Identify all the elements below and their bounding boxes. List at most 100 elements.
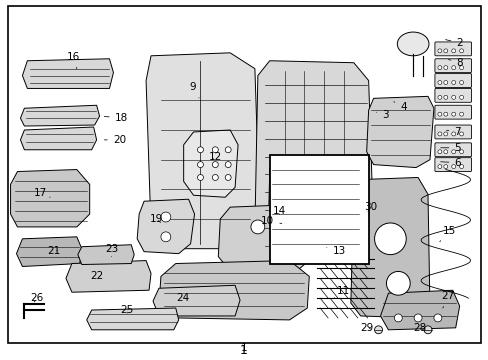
Text: 27: 27 <box>440 291 453 308</box>
Circle shape <box>433 314 441 322</box>
PathPatch shape <box>66 261 151 292</box>
Text: 16: 16 <box>67 52 81 69</box>
FancyBboxPatch shape <box>434 143 470 157</box>
Circle shape <box>161 212 170 222</box>
Text: 14: 14 <box>272 206 285 216</box>
PathPatch shape <box>11 170 89 227</box>
Circle shape <box>459 112 463 116</box>
Circle shape <box>451 81 455 85</box>
Text: 28: 28 <box>413 323 426 333</box>
Circle shape <box>212 162 218 167</box>
Text: 7: 7 <box>446 127 460 137</box>
Circle shape <box>413 314 421 322</box>
PathPatch shape <box>267 162 362 257</box>
Text: 15: 15 <box>439 226 455 242</box>
FancyBboxPatch shape <box>434 73 470 87</box>
PathPatch shape <box>380 290 459 330</box>
Circle shape <box>451 95 455 99</box>
Text: 2: 2 <box>445 38 462 48</box>
Circle shape <box>451 112 455 116</box>
Circle shape <box>443 49 447 53</box>
PathPatch shape <box>254 61 373 254</box>
Circle shape <box>225 162 231 167</box>
Text: 30: 30 <box>364 202 376 212</box>
Circle shape <box>225 147 231 153</box>
Circle shape <box>451 165 455 168</box>
Circle shape <box>161 232 170 242</box>
Text: 12: 12 <box>208 152 222 162</box>
Circle shape <box>459 49 463 53</box>
Text: 4: 4 <box>393 102 406 112</box>
Circle shape <box>443 150 447 154</box>
Circle shape <box>225 175 231 180</box>
Circle shape <box>459 81 463 85</box>
PathPatch shape <box>22 59 113 89</box>
Circle shape <box>437 165 441 168</box>
Circle shape <box>437 81 441 85</box>
Circle shape <box>451 132 455 136</box>
PathPatch shape <box>366 96 433 167</box>
Text: 8: 8 <box>447 58 462 68</box>
Circle shape <box>437 132 441 136</box>
Circle shape <box>212 175 218 180</box>
Text: 17: 17 <box>34 188 50 198</box>
Circle shape <box>250 220 264 234</box>
Text: 3: 3 <box>376 110 388 120</box>
PathPatch shape <box>218 204 314 270</box>
Text: 13: 13 <box>326 246 345 256</box>
Circle shape <box>459 165 463 168</box>
Circle shape <box>443 112 447 116</box>
Text: 10: 10 <box>261 216 281 226</box>
PathPatch shape <box>137 199 194 254</box>
FancyBboxPatch shape <box>434 89 470 102</box>
Circle shape <box>212 147 218 153</box>
Circle shape <box>443 66 447 69</box>
Text: 6: 6 <box>440 158 460 168</box>
Circle shape <box>197 147 203 153</box>
Text: 19: 19 <box>149 214 162 224</box>
Text: 1: 1 <box>240 343 247 352</box>
Circle shape <box>443 165 447 168</box>
Circle shape <box>459 95 463 99</box>
Circle shape <box>437 95 441 99</box>
Circle shape <box>437 112 441 116</box>
Circle shape <box>273 238 285 250</box>
Text: 9: 9 <box>189 82 199 98</box>
PathPatch shape <box>350 177 429 318</box>
FancyBboxPatch shape <box>434 59 470 73</box>
Text: 26: 26 <box>31 293 44 303</box>
FancyBboxPatch shape <box>434 158 470 171</box>
Circle shape <box>374 326 382 334</box>
Circle shape <box>423 326 431 334</box>
Circle shape <box>437 49 441 53</box>
PathPatch shape <box>20 105 100 126</box>
Text: 11: 11 <box>333 286 350 298</box>
FancyBboxPatch shape <box>434 42 470 56</box>
Text: 25: 25 <box>121 305 134 315</box>
Text: 24: 24 <box>176 293 189 303</box>
Circle shape <box>393 314 402 322</box>
Circle shape <box>451 49 455 53</box>
Circle shape <box>443 81 447 85</box>
Text: 23: 23 <box>104 244 118 257</box>
Circle shape <box>443 95 447 99</box>
Circle shape <box>197 162 203 167</box>
PathPatch shape <box>20 127 97 150</box>
Circle shape <box>459 66 463 69</box>
Circle shape <box>437 66 441 69</box>
Text: 21: 21 <box>47 246 61 256</box>
PathPatch shape <box>153 285 240 316</box>
PathPatch shape <box>78 245 134 265</box>
Circle shape <box>197 175 203 180</box>
Circle shape <box>459 132 463 136</box>
Text: 5: 5 <box>440 143 460 153</box>
Circle shape <box>443 132 447 136</box>
FancyBboxPatch shape <box>434 125 470 139</box>
Circle shape <box>437 150 441 154</box>
Circle shape <box>451 150 455 154</box>
PathPatch shape <box>17 237 81 266</box>
Text: 22: 22 <box>90 271 103 282</box>
Circle shape <box>459 150 463 154</box>
FancyBboxPatch shape <box>434 105 470 119</box>
Text: 20: 20 <box>104 135 126 145</box>
